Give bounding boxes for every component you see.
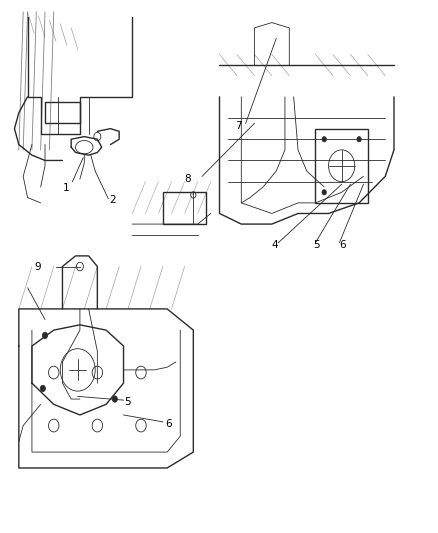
Text: 4: 4 — [271, 240, 278, 251]
Text: 5: 5 — [313, 240, 319, 251]
Bar — [45, 102, 80, 123]
Circle shape — [321, 190, 325, 195]
Text: 6: 6 — [339, 240, 345, 251]
Circle shape — [321, 136, 325, 142]
Circle shape — [40, 385, 46, 392]
Bar — [162, 192, 206, 224]
Text: 1: 1 — [62, 183, 69, 193]
Circle shape — [42, 332, 47, 338]
Text: 8: 8 — [184, 174, 191, 184]
Text: 2: 2 — [110, 195, 116, 205]
Text: 6: 6 — [165, 419, 171, 429]
Text: 5: 5 — [124, 397, 131, 407]
Bar — [315, 128, 367, 203]
Text: 7: 7 — [234, 121, 241, 131]
Circle shape — [112, 396, 117, 402]
Circle shape — [356, 136, 360, 142]
Text: 9: 9 — [34, 262, 41, 271]
